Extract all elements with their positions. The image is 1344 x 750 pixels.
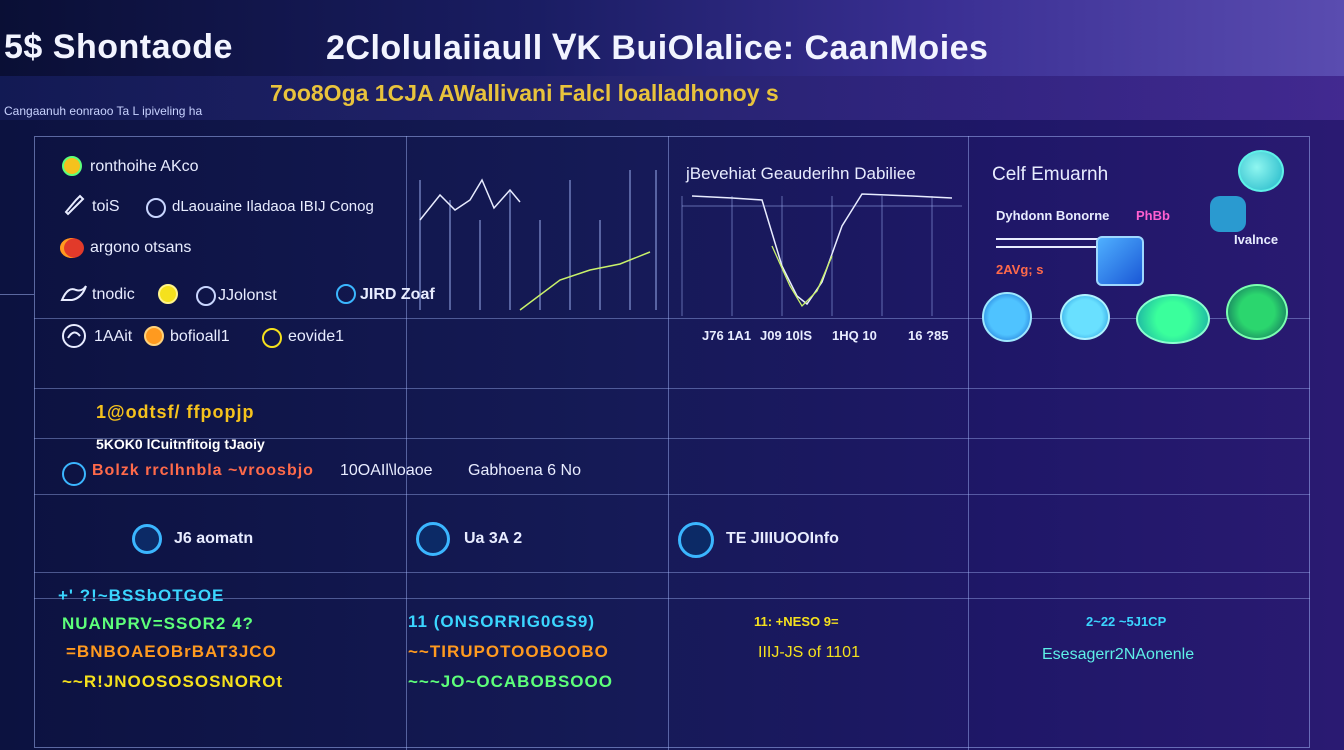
cloud-orb-icon[interactable] [982,292,1032,342]
row4-line: NUANPRV=SSOR2 4? [62,614,254,633]
line-chart-small [419,170,657,311]
row4-line: ~~TIRUPOTOOBOOBO [408,642,609,661]
row2-line: Bolzk rrclhnbla ~vroosbjo [92,462,314,479]
robot-icon [1210,196,1246,232]
grid-divider [34,572,1310,573]
header-bar [0,0,1344,76]
bird-icon [60,238,84,258]
right-panel-line: Dyhdonn Bonorne [996,208,1110,223]
wrench-icon [62,194,86,216]
page-title-left: 5$ Shontaode [4,28,233,66]
axis-label: 1HQ 10 [832,328,877,343]
small-caption: Cangaanuh eonraoo Ta L ipiveling ha [4,104,203,118]
row4-line: ~~R!JNOOSOSOSNOROt [62,672,284,691]
right-panel-line: 2AVg; s [996,262,1044,277]
list-item[interactable]: 1AAit [94,328,133,345]
row3-label[interactable]: Ua 3A 2 [464,530,523,547]
frog-orb-icon[interactable] [1226,284,1288,340]
row3-label[interactable]: TE JIIIUOOInfo [726,530,839,547]
ring-icon [62,462,86,486]
bird-icon [60,282,88,306]
row4-line: ~~~JO~OCABOBSOOO [408,672,613,691]
ring-icon [416,522,450,556]
row4-line: IIIJ-JS of 1101 [758,644,860,661]
coin-icon [144,326,164,346]
list-item[interactable]: ronthoihe AKco [90,158,199,175]
ring-icon [262,328,282,348]
chat-orb-icon[interactable] [1136,294,1210,344]
row2-line: Gabhoena 6 No [468,462,581,479]
header-glow [0,76,1344,120]
grid-divider [968,136,969,750]
ring-icon [196,286,216,306]
list-item[interactable]: toiS [92,198,120,215]
row2-line: 10OAIl\loaoe [340,462,433,479]
list-item[interactable]: bofioall1 [170,328,230,345]
right-panel-title: Celf Emuarnh [992,164,1109,185]
grid-divider [34,388,1310,389]
grid-divider [668,136,669,750]
globe-orb-icon[interactable] [1060,294,1110,340]
axis-label: 16 ?85 [908,328,949,343]
grid-divider [0,294,34,295]
teal-orb-icon [1238,150,1284,192]
grid-divider [34,438,1310,439]
status-badge: PhBb [1136,208,1170,223]
divider [996,246,1096,248]
row4-line: =BNBOAEOBrBAT3JCO [66,642,277,661]
list-item[interactable]: dLaouaine Iladaoa IBIJ Conog [172,198,374,215]
right-panel-line: Ivalnce [1234,232,1279,247]
row4-line: 2~22 ~5J1CP [1086,614,1167,629]
ring-icon [146,198,166,218]
ring-icon [678,522,714,558]
ring-icon [132,524,162,554]
center-chart-title: jBevehiat Geauderihn Dabiliee [686,164,916,183]
list-item[interactable]: eovide1 [288,328,345,345]
bird-icon [60,322,88,350]
divider [996,238,1116,240]
chart-label: JIRD Zoaf [360,286,435,303]
row2-line: 5KOK0 lCuitnfitoig tJaoiy [96,436,265,452]
axis-label: J09 10lS [760,328,813,343]
row4-line: Esesagerr2NAonenle [1042,646,1195,663]
row4-line: +' ?!~BSSbOTGOE [58,586,225,605]
grid-divider [34,318,1310,319]
leaf-icon [62,156,82,176]
page-title-right: 2Clolulaiiaull ⱯK BuiOlalice: CaanMoies [326,29,989,67]
row2-line: 1@odtsf/ ffpopjp [96,402,255,422]
coin-icon [158,284,178,304]
list-item[interactable]: argono otsans [90,239,192,256]
page-subtitle: 7oo8Oga 1CJA AWallivani Falcl loalladhon… [270,80,779,106]
ring-icon [336,284,356,304]
line-chart-center [681,193,962,316]
row3-label[interactable]: J6 aomatn [174,530,254,547]
list-item[interactable]: JJolonst [218,287,277,304]
device-icon [1096,236,1144,286]
grid-divider [406,136,407,750]
row4-line: 11: +NESO 9= [754,614,839,629]
grid-frame [34,136,1310,748]
list-item[interactable]: tnodic [92,286,135,303]
row4-line: 11 (ONSORRIG0GS9) [408,612,596,631]
grid-divider [34,494,1310,495]
axis-label: J76 1A1 [702,328,752,343]
grid-divider [34,598,1310,599]
